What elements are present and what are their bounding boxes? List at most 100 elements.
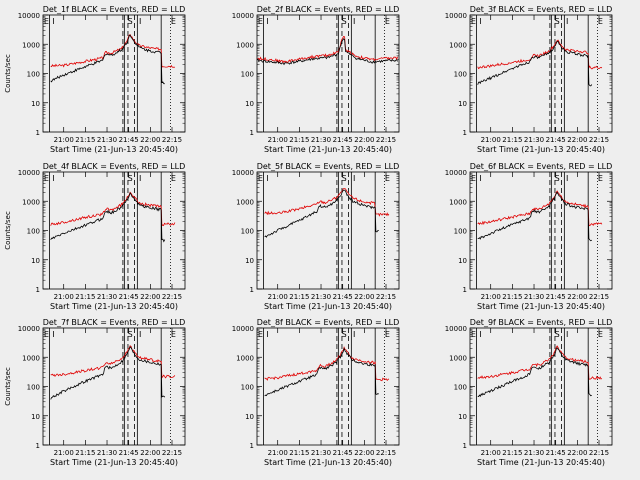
y-tick-label: 10 bbox=[245, 257, 254, 265]
events-series-line bbox=[477, 40, 593, 87]
x-tick-label: 22:15 bbox=[376, 293, 396, 301]
interval-label: S bbox=[128, 17, 133, 26]
x-tick-label: 21:45 bbox=[333, 449, 353, 457]
interval-label: E bbox=[258, 17, 263, 26]
panel-title: Det_1f BLACK = Events, RED = LLD bbox=[43, 5, 186, 14]
x-axis-label: Start Time (21-Jun-13 20:45:40) bbox=[477, 458, 605, 467]
lld-series-line bbox=[50, 191, 176, 227]
lld-series-line bbox=[264, 188, 390, 217]
y-tick-label: 100 bbox=[27, 71, 40, 79]
interval-label: E bbox=[44, 330, 49, 339]
y-tick-label: 10000 bbox=[232, 12, 254, 20]
interval-label: I bbox=[479, 174, 481, 183]
y-tick-label: 10000 bbox=[18, 325, 40, 333]
x-axis-label: Start Time (21-Jun-13 20:45:40) bbox=[264, 458, 392, 467]
y-tick-label: 1000 bbox=[22, 198, 40, 206]
x-axis-label: Start Time (21-Jun-13 20:45:40) bbox=[477, 145, 605, 154]
x-tick-label: 21:30 bbox=[524, 136, 544, 144]
panel-det-9: Det_9f BLACK = Events, RED = LLD Start Ti… bbox=[445, 318, 613, 467]
x-tick-label: 22:15 bbox=[162, 136, 182, 144]
x-tick-label: 22:00 bbox=[567, 136, 587, 144]
x-tick-label: 22:00 bbox=[140, 136, 160, 144]
panel-det-6: Det_6f BLACK = Events, RED = LLD Start Ti… bbox=[445, 162, 613, 311]
x-tick-label: 21:15 bbox=[75, 293, 95, 301]
y-axis-label: Counts/sec bbox=[4, 211, 12, 250]
x-tick-label: 21:45 bbox=[546, 293, 566, 301]
x-tick-label: 21:15 bbox=[289, 136, 309, 144]
x-tick-label: 22:15 bbox=[376, 136, 396, 144]
y-tick-label: 10000 bbox=[18, 169, 40, 177]
interval-label: I bbox=[52, 330, 54, 339]
x-tick-label: 21:30 bbox=[97, 293, 117, 301]
y-tick-label: 10000 bbox=[18, 12, 40, 20]
y-tick-label: 10000 bbox=[445, 12, 467, 20]
interval-label: S bbox=[342, 174, 347, 183]
panel-title: Det_3f BLACK = Events, RED = LLD bbox=[470, 5, 613, 14]
y-tick-label: 10 bbox=[31, 100, 40, 108]
panel-title: Det_5f BLACK = Events, RED = LLD bbox=[257, 162, 400, 171]
lld-series-line bbox=[477, 39, 603, 70]
interval-label: E bbox=[385, 17, 390, 26]
interval-label: E bbox=[258, 330, 263, 339]
x-tick-label: 21:45 bbox=[333, 136, 353, 144]
interval-label: I bbox=[266, 330, 268, 339]
x-tick-label: 21:45 bbox=[333, 293, 353, 301]
events-series-line bbox=[264, 189, 379, 238]
events-series-line bbox=[264, 347, 379, 397]
panel-det-7: Det_7f BLACK = Events, RED = LLD Counts/s… bbox=[4, 318, 186, 467]
lld-series-line bbox=[50, 345, 176, 379]
x-tick-label: 22:15 bbox=[162, 293, 182, 301]
interval-label: E bbox=[171, 17, 176, 26]
x-tick-label: 21:00 bbox=[481, 136, 501, 144]
lld-series-line bbox=[264, 346, 390, 382]
events-series-line bbox=[477, 191, 593, 242]
x-tick-label: 21:30 bbox=[524, 449, 544, 457]
y-tick-label: 100 bbox=[241, 71, 254, 79]
x-tick-label: 21:45 bbox=[546, 449, 566, 457]
interval-label: S bbox=[555, 174, 560, 183]
y-tick-label: 10000 bbox=[445, 325, 467, 333]
interval-label: I bbox=[566, 330, 568, 339]
y-tick-label: 1000 bbox=[449, 41, 467, 49]
interval-label: I bbox=[566, 17, 568, 26]
plot-frame bbox=[256, 171, 400, 290]
panel-det-8: Det_8f BLACK = Events, RED = LLD Start Ti… bbox=[232, 318, 400, 467]
x-tick-label: 21:00 bbox=[54, 449, 74, 457]
x-tick-label: 21:00 bbox=[481, 293, 501, 301]
y-tick-label: 1 bbox=[250, 129, 254, 137]
y-tick-label: 10000 bbox=[232, 325, 254, 333]
x-tick-label: 22:15 bbox=[589, 136, 609, 144]
x-tick-label: 21:45 bbox=[119, 293, 139, 301]
y-tick-label: 1000 bbox=[22, 354, 40, 362]
y-tick-label: 1000 bbox=[236, 198, 254, 206]
lld-series-line bbox=[477, 190, 603, 227]
interval-label: E bbox=[598, 174, 603, 183]
interval-label: I bbox=[266, 17, 268, 26]
y-tick-label: 1000 bbox=[22, 41, 40, 49]
y-tick-label: 10 bbox=[245, 413, 254, 421]
x-tick-label: 22:00 bbox=[567, 293, 587, 301]
x-tick-label: 21:15 bbox=[502, 136, 522, 144]
x-tick-label: 21:15 bbox=[289, 293, 309, 301]
x-tick-label: 21:00 bbox=[54, 136, 74, 144]
y-tick-label: 1 bbox=[463, 129, 467, 137]
x-tick-label: 22:15 bbox=[162, 449, 182, 457]
interval-label: I bbox=[139, 330, 141, 339]
x-tick-label: 21:30 bbox=[97, 449, 117, 457]
interval-label: I bbox=[353, 174, 355, 183]
panel-det-3: Det_3f BLACK = Events, RED = LLD Start Ti… bbox=[445, 5, 613, 154]
lld-series-line bbox=[50, 34, 175, 68]
x-tick-label: 21:15 bbox=[502, 293, 522, 301]
y-tick-label: 10000 bbox=[232, 169, 254, 177]
y-tick-label: 10 bbox=[31, 413, 40, 421]
x-tick-label: 22:00 bbox=[354, 293, 374, 301]
y-tick-label: 100 bbox=[454, 71, 467, 79]
x-tick-label: 21:30 bbox=[524, 293, 544, 301]
interval-label: I bbox=[479, 330, 481, 339]
x-tick-label: 22:00 bbox=[140, 449, 160, 457]
panel-title: Det_8f BLACK = Events, RED = LLD bbox=[257, 318, 400, 327]
y-tick-label: 1 bbox=[36, 286, 40, 294]
panel-title: Det_9f BLACK = Events, RED = LLD bbox=[470, 318, 613, 327]
panel-title: Det_4f BLACK = Events, RED = LLD bbox=[43, 162, 186, 171]
x-tick-label: 22:00 bbox=[567, 449, 587, 457]
